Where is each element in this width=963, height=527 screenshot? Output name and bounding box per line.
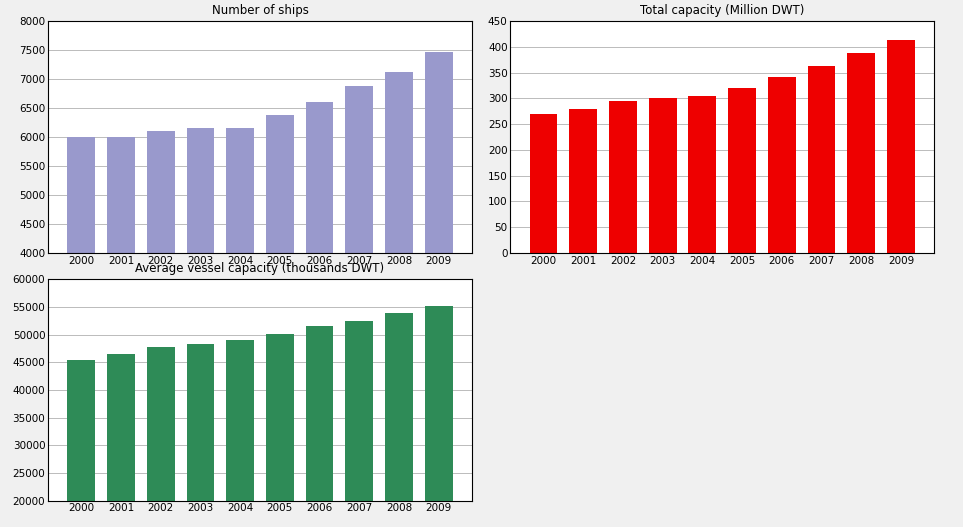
- Bar: [385, 313, 413, 527]
- Bar: [305, 102, 333, 485]
- Bar: [266, 334, 294, 527]
- Bar: [67, 359, 95, 527]
- Bar: [146, 347, 174, 527]
- Title: Total capacity (Million DWT): Total capacity (Million DWT): [640, 4, 804, 17]
- Bar: [226, 128, 254, 485]
- Bar: [266, 115, 294, 485]
- Bar: [425, 52, 453, 485]
- Bar: [187, 344, 215, 527]
- Title: Average vessel capacity (thousands DWT): Average vessel capacity (thousands DWT): [136, 262, 384, 276]
- Bar: [808, 66, 836, 253]
- Bar: [346, 86, 374, 485]
- Bar: [887, 40, 915, 253]
- Bar: [187, 128, 215, 485]
- Bar: [768, 77, 795, 253]
- Bar: [689, 96, 716, 253]
- Bar: [847, 53, 875, 253]
- Title: Number of ships: Number of ships: [212, 4, 308, 17]
- Bar: [146, 131, 174, 485]
- Bar: [569, 109, 597, 253]
- Bar: [305, 326, 333, 527]
- Bar: [649, 99, 677, 253]
- Bar: [530, 114, 558, 253]
- Bar: [425, 306, 453, 527]
- Bar: [67, 137, 95, 485]
- Bar: [107, 354, 135, 527]
- Bar: [107, 137, 135, 485]
- Bar: [346, 321, 374, 527]
- Bar: [609, 101, 637, 253]
- Bar: [385, 72, 413, 485]
- Bar: [226, 340, 254, 527]
- Bar: [728, 88, 756, 253]
